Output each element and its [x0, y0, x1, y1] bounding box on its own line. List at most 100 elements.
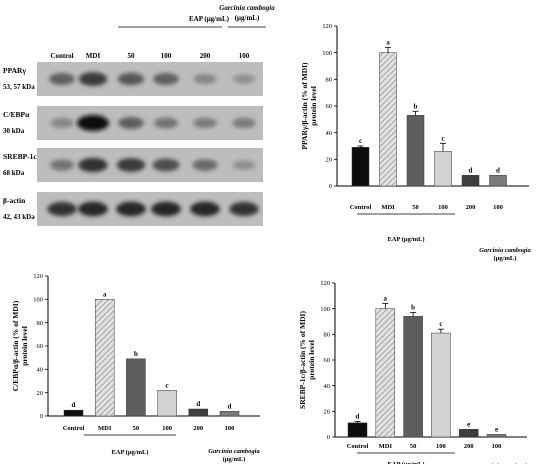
- blot-strip: [37, 148, 263, 182]
- bar-50: [126, 358, 146, 417]
- bar-200: [458, 429, 479, 438]
- blot-band: [232, 117, 256, 129]
- blot-protein-label: β-actin: [3, 196, 26, 205]
- x-tick-label: MDI: [381, 204, 395, 211]
- blot-band: [117, 72, 145, 86]
- significance-letter: c: [441, 134, 444, 142]
- significance-letter: c: [439, 320, 442, 328]
- garcinia-group-unit: (μg/mL): [494, 255, 517, 262]
- blot-lane-label: 100: [161, 52, 172, 60]
- y-tick-label: 80: [326, 77, 333, 84]
- blot-protein-label: C/EBPα: [3, 110, 30, 119]
- blot-lane-label: 50: [128, 52, 136, 60]
- x-tick-label: 100: [225, 425, 235, 432]
- bar-control: [351, 147, 370, 187]
- blot-lane-label: MDI: [86, 52, 101, 60]
- blot-band: [78, 157, 108, 173]
- significance-letter: b: [134, 350, 138, 358]
- y-tick-label: 60: [37, 343, 44, 350]
- significance-letter: a: [386, 38, 390, 46]
- y-axis-title: PPARγ/β-actin (% of MDI): [300, 62, 309, 150]
- bar-100: [434, 151, 452, 187]
- y-axis-title: C/EBPα/β-actin (% of MDI): [11, 300, 20, 391]
- blot-band: [116, 158, 146, 172]
- garcinia-group-label: Garcinia cambogia: [208, 448, 260, 455]
- bar-mdi: [379, 52, 397, 187]
- y-tick-label: 0: [327, 434, 330, 441]
- eap-group-label: EAP (μg/mL): [387, 461, 424, 464]
- blot-band: [49, 159, 75, 171]
- bar-100: [157, 390, 177, 417]
- y-axis-title-line2: protein level: [307, 340, 316, 380]
- blot-protein-label: SREBP-1c: [3, 152, 37, 161]
- bar-100: [219, 411, 240, 417]
- significance-letter: d: [469, 166, 473, 174]
- blot-band: [232, 74, 256, 84]
- blot-band: [78, 201, 108, 217]
- significance-letter: a: [103, 290, 107, 298]
- blot-band: [232, 160, 256, 170]
- x-tick-label: 100: [492, 443, 502, 450]
- x-tick-label: Control: [63, 425, 85, 432]
- y-axis-title: SREBP-1c/β-actin (% of MDI): [298, 311, 307, 409]
- blot-kda-label: 30 kDa: [3, 127, 25, 135]
- blot-band: [193, 117, 217, 129]
- blot-band: [152, 158, 180, 172]
- blot-band: [192, 159, 218, 171]
- blot-lane-label: 100: [239, 52, 250, 60]
- y-axis-title-line2: protein level: [20, 326, 29, 366]
- garcinia-group-label: Garcinia cambogia: [479, 247, 531, 254]
- blot-lane-label: 200: [200, 52, 211, 60]
- y-tick-label: 120: [322, 23, 332, 30]
- bar-control: [347, 422, 368, 438]
- blot-band: [47, 201, 77, 217]
- y-axis-title-line2: protein level: [309, 86, 318, 126]
- significance-letter: b: [411, 304, 415, 312]
- blot-band: [49, 73, 75, 85]
- blot-lane-labels: Control MDI 50 100 200 100: [50, 52, 249, 60]
- blot-rows: PPARγ 53, 57 kDa C/EBPα 30 kDa SREBP-1c 68 kD…: [3, 62, 263, 226]
- x-tick-label: MDI: [379, 443, 393, 450]
- chart-ppar-gamma: 0 20 40 60 80 100 120 PPARγ/β-actin (% of MDI) p…: [300, 23, 531, 262]
- garcinia-group-unit: (μg/mL): [223, 456, 246, 463]
- blot-band: [50, 117, 74, 129]
- significance-letter: e: [467, 420, 470, 428]
- eap-header: EAP (μg/mL): [189, 15, 230, 23]
- bar-mdi: [375, 308, 396, 438]
- chart-srebp-1c: 0 20 40 60 80 100 120 SREBP-1c/β-actin (% of MD…: [298, 280, 530, 464]
- blot-kda-label: 53, 57 kDa: [3, 83, 35, 91]
- significance-letter: c: [166, 381, 169, 389]
- y-tick-label: 40: [324, 383, 331, 390]
- y-tick-label: 100: [320, 306, 330, 313]
- bar-100: [431, 332, 451, 438]
- bar-200: [461, 175, 480, 187]
- blot-kda-label: 68 kDa: [3, 169, 25, 177]
- garcinia-header-unit: (μg/mL): [235, 14, 260, 22]
- chart-cebp-alpha: 0 20 40 60 80 100 120 C/EBPα/β-actin (% of MDI)…: [11, 273, 260, 463]
- y-tick-label: 0: [329, 183, 332, 190]
- blot-band: [193, 73, 217, 85]
- garcinia-header-name: Garcinia cambogia: [219, 4, 275, 12]
- blot-row: SREBP-1c 68 kDa: [3, 148, 263, 182]
- y-tick-label: 40: [326, 130, 333, 137]
- blot-strip: [37, 106, 263, 140]
- y-tick-label: 100: [33, 297, 43, 304]
- significance-letter: e: [495, 425, 498, 433]
- blot-protein-label: PPARγ: [3, 66, 26, 75]
- y-tick-label: 20: [324, 409, 331, 416]
- x-tick-label: MDI: [98, 425, 112, 432]
- blot-band: [118, 117, 144, 129]
- western-blot-panel: EAP (μg/mL) Garcinia cambogia (μg/mL) Co…: [3, 4, 275, 226]
- y-tick-label: 20: [326, 157, 333, 164]
- bar-control: [63, 409, 84, 417]
- blot-band: [229, 201, 259, 217]
- bar-200: [188, 408, 209, 417]
- eap-group-label: EAP (μg/mL): [111, 449, 148, 456]
- x-tick-label: 100: [438, 204, 448, 211]
- blot-band: [153, 73, 179, 85]
- y-tick-label: 20: [37, 390, 44, 397]
- x-tick-label: 100: [162, 425, 172, 432]
- bar-50: [406, 115, 425, 187]
- blot-lane-label: Control: [50, 52, 73, 60]
